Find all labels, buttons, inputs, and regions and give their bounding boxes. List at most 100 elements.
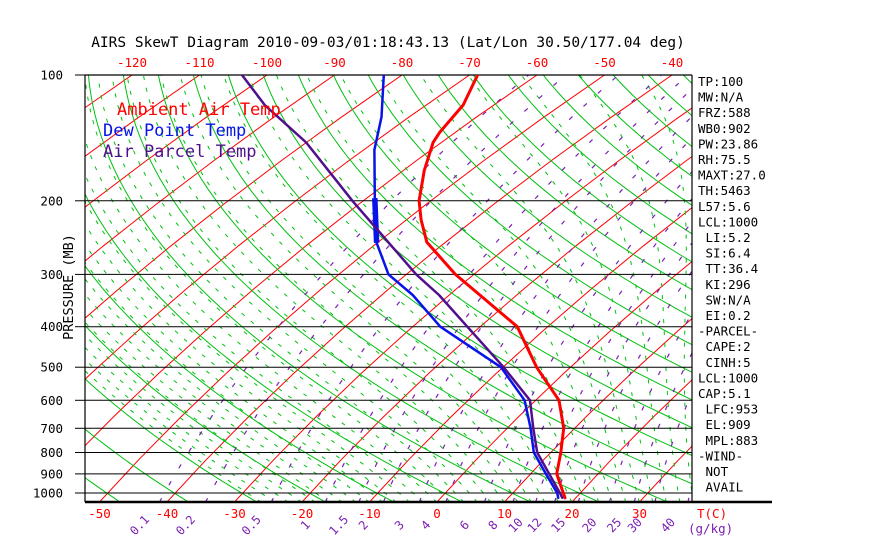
mixing-ratio-line — [445, 137, 692, 502]
stat-line: MPL:883 — [698, 433, 758, 448]
moist-adiabat-line — [179, 75, 532, 502]
moist-adiabat-line — [378, 75, 627, 502]
stat-line: CAP:5.1 — [698, 386, 751, 401]
dry-adiabat-line — [122, 75, 600, 502]
top-temp-label: -80 — [391, 55, 414, 70]
moist-adiabat-line — [641, 75, 692, 497]
stat-line: WB0:902 — [698, 121, 751, 136]
isotherm-line — [85, 75, 200, 157]
dry-adiabat-line — [297, 75, 692, 401]
isotherm-line — [85, 75, 470, 381]
mixing-ratio-label: 1.5 — [326, 513, 351, 538]
top-temp-label: -50 — [593, 55, 616, 70]
mixing-ratio-unit-label: (g/kg) — [688, 521, 733, 536]
isotherm-line — [85, 75, 403, 319]
dry-adiabat-line — [332, 75, 692, 373]
moist-adiabat-line — [85, 243, 384, 502]
stat-line: PW:23.86 — [698, 136, 758, 151]
top-temp-label: -40 — [661, 55, 684, 70]
stat-line: EI:0.2 — [698, 308, 751, 323]
top-temp-label: -110 — [184, 55, 214, 70]
pressure-tick-label: 800 — [40, 445, 63, 460]
moist-adiabat-line — [85, 75, 451, 502]
dry-adiabat-line — [507, 75, 692, 235]
bottom-temp-label: 30 — [632, 506, 647, 521]
mixing-ratio-label: 4 — [418, 518, 433, 533]
pressure-tick-label: 400 — [40, 319, 63, 334]
moist-adiabat-line — [579, 75, 681, 502]
stat-line: EL:909 — [698, 417, 751, 432]
isotherm-line — [85, 75, 335, 262]
moist-adiabat-line — [111, 75, 478, 502]
moist-adiabat-line — [142, 75, 505, 502]
moist-adiabat-line — [85, 138, 438, 502]
stat-line: CINH:5 — [698, 355, 751, 370]
stat-line: -PARCEL- — [698, 324, 758, 339]
mixing-ratio-label: 20 — [579, 515, 599, 535]
stat-line: KI:296 — [698, 277, 751, 292]
stat-line: L57:5.6 — [698, 199, 751, 214]
dry-adiabat-line — [262, 75, 692, 429]
stat-line: CAPE:2 — [698, 339, 751, 354]
dew-point-thick-segment — [372, 197, 380, 243]
legend-parcel-label: Air Parcel Temp — [103, 142, 257, 162]
moist-adiabat-line — [520, 75, 667, 502]
dry-adiabat-line — [819, 71, 870, 502]
isotherm-line — [436, 260, 692, 502]
air-parcel-temp-curve — [240, 75, 564, 500]
dry-adiabat-line — [853, 71, 870, 502]
temp-unit-label: T(C) — [697, 506, 727, 521]
bottom-temp-label: 20 — [564, 506, 579, 521]
skewt-grid — [0, 71, 870, 502]
mixing-ratio-line — [324, 75, 663, 502]
stat-line: MW:N/A — [698, 90, 744, 105]
stat-line: LCL:1000 — [698, 370, 758, 385]
pressure-tick-label: 900 — [40, 466, 63, 481]
bottom-temp-label: -20 — [291, 506, 314, 521]
dry-adiabat-line — [402, 75, 692, 318]
dry-adiabat-line — [0, 71, 52, 502]
mixing-ratio-line — [418, 115, 692, 502]
mixing-ratio-line — [270, 75, 620, 502]
stat-line: TH:5463 — [698, 183, 751, 198]
pressure-tick-label: 300 — [40, 267, 63, 282]
stat-line: -WIND- — [698, 448, 743, 463]
stat-line: TP:100 — [698, 74, 743, 89]
stat-line: RH:75.5 — [698, 152, 751, 167]
top-temp-label: -90 — [323, 55, 346, 70]
mixing-ratio-label: 25 — [604, 515, 624, 535]
moist-adiabat-line — [97, 75, 465, 502]
pressure-tick-label: 600 — [40, 393, 63, 408]
pressure-tick-label: 1000 — [33, 486, 63, 501]
top-temp-label: -60 — [526, 55, 549, 70]
dry-adiabat-line — [784, 71, 870, 502]
stat-line: LI:5.2 — [698, 230, 751, 245]
isotherm-line — [301, 155, 692, 502]
isotherm-line — [504, 317, 692, 502]
pressure-tick-label: 100 — [40, 68, 63, 83]
mixing-ratio-label: 40 — [658, 515, 678, 535]
top-temp-label: -100 — [252, 55, 282, 70]
stat-line: LFC:953 — [698, 402, 758, 417]
mixing-ratio-line — [535, 221, 692, 502]
bottom-temp-label: -10 — [358, 506, 381, 521]
moist-adiabat-line — [306, 75, 600, 502]
stat-line: NOT — [698, 464, 729, 479]
stat-line: FRZ:588 — [698, 105, 751, 120]
bottom-temp-label: -30 — [223, 506, 246, 521]
stat-line: MAXT:27.0 — [698, 168, 766, 183]
stat-line: SI:6.4 — [698, 246, 751, 261]
moist-adiabat-line — [420, 75, 640, 502]
dew-point-temp-curve — [373, 75, 560, 500]
bottom-temp-label: 10 — [497, 506, 512, 521]
moist-adiabat-line — [200, 75, 546, 502]
legend-dewpoint-label: Dew Point Temp — [103, 121, 246, 141]
pressure-axis-title: PRESSURE (MB) — [61, 234, 77, 340]
plot-frame — [75, 74, 772, 504]
isotherm-line — [99, 75, 605, 502]
isotherm-line — [571, 379, 692, 502]
stat-line: SW:N/A — [698, 292, 751, 307]
stat-line: LCL:1000 — [698, 214, 758, 229]
